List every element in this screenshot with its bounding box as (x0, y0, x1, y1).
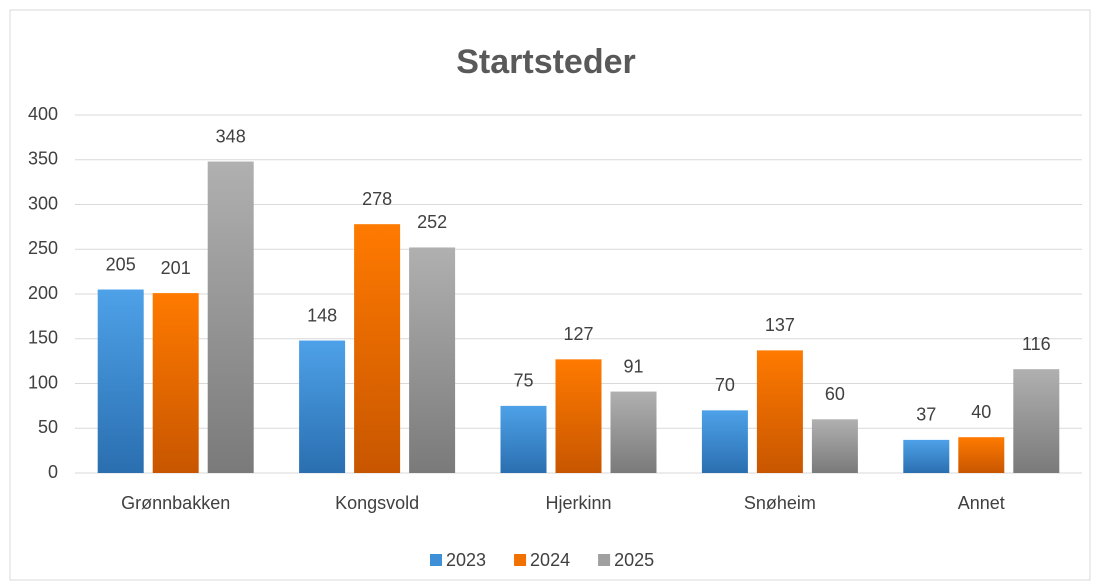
bar (756, 350, 803, 473)
x-tick-label: Snøheim (744, 493, 816, 513)
data-label: 116 (1022, 334, 1051, 354)
bar (207, 161, 254, 474)
data-label: 278 (362, 189, 392, 209)
data-label: 205 (106, 254, 136, 274)
y-tick-label: 150 (28, 328, 58, 348)
data-label: 252 (417, 212, 447, 232)
legend-swatch (430, 554, 442, 566)
data-label: 75 (513, 371, 533, 391)
y-tick-label: 200 (28, 283, 58, 303)
legend-swatch (514, 554, 527, 566)
legend-label: 2023 (446, 550, 486, 570)
bar (903, 439, 950, 473)
legend-label: 2025 (614, 550, 654, 570)
legend-label: 2024 (530, 550, 570, 570)
data-label: 40 (971, 402, 991, 422)
data-label: 60 (825, 384, 845, 404)
bar (354, 224, 401, 473)
bar (610, 391, 657, 473)
bar (1013, 369, 1060, 473)
legend-swatch (598, 554, 611, 566)
bar (97, 289, 144, 473)
chart-title: Startsteder (456, 43, 636, 81)
bar (701, 410, 748, 473)
bar (811, 419, 858, 473)
data-label: 70 (715, 375, 735, 395)
y-tick-label: 250 (28, 238, 58, 258)
y-tick-label: 300 (28, 193, 58, 213)
bar (409, 247, 456, 473)
data-label: 148 (307, 305, 337, 325)
bar (958, 437, 1005, 473)
y-tick-label: 100 (28, 372, 58, 392)
bar (500, 405, 547, 473)
bar (299, 340, 346, 473)
data-label: 127 (563, 324, 593, 344)
y-tick-label: 400 (28, 104, 58, 124)
data-label: 91 (623, 356, 643, 376)
bar (152, 293, 199, 473)
x-tick-label: Hjerkinn (545, 493, 611, 513)
y-tick-label: 0 (48, 462, 58, 482)
x-tick-label: Grønnbakken (121, 493, 230, 513)
y-tick-label: 350 (28, 149, 58, 169)
data-label: 37 (916, 405, 936, 425)
x-tick-label: Annet (958, 493, 1005, 513)
bar (555, 359, 602, 473)
data-label: 348 (216, 126, 246, 146)
y-tick-label: 50 (38, 417, 58, 437)
data-label: 201 (161, 258, 191, 278)
data-label: 137 (765, 315, 795, 335)
x-tick-label: Kongsvold (335, 493, 419, 513)
